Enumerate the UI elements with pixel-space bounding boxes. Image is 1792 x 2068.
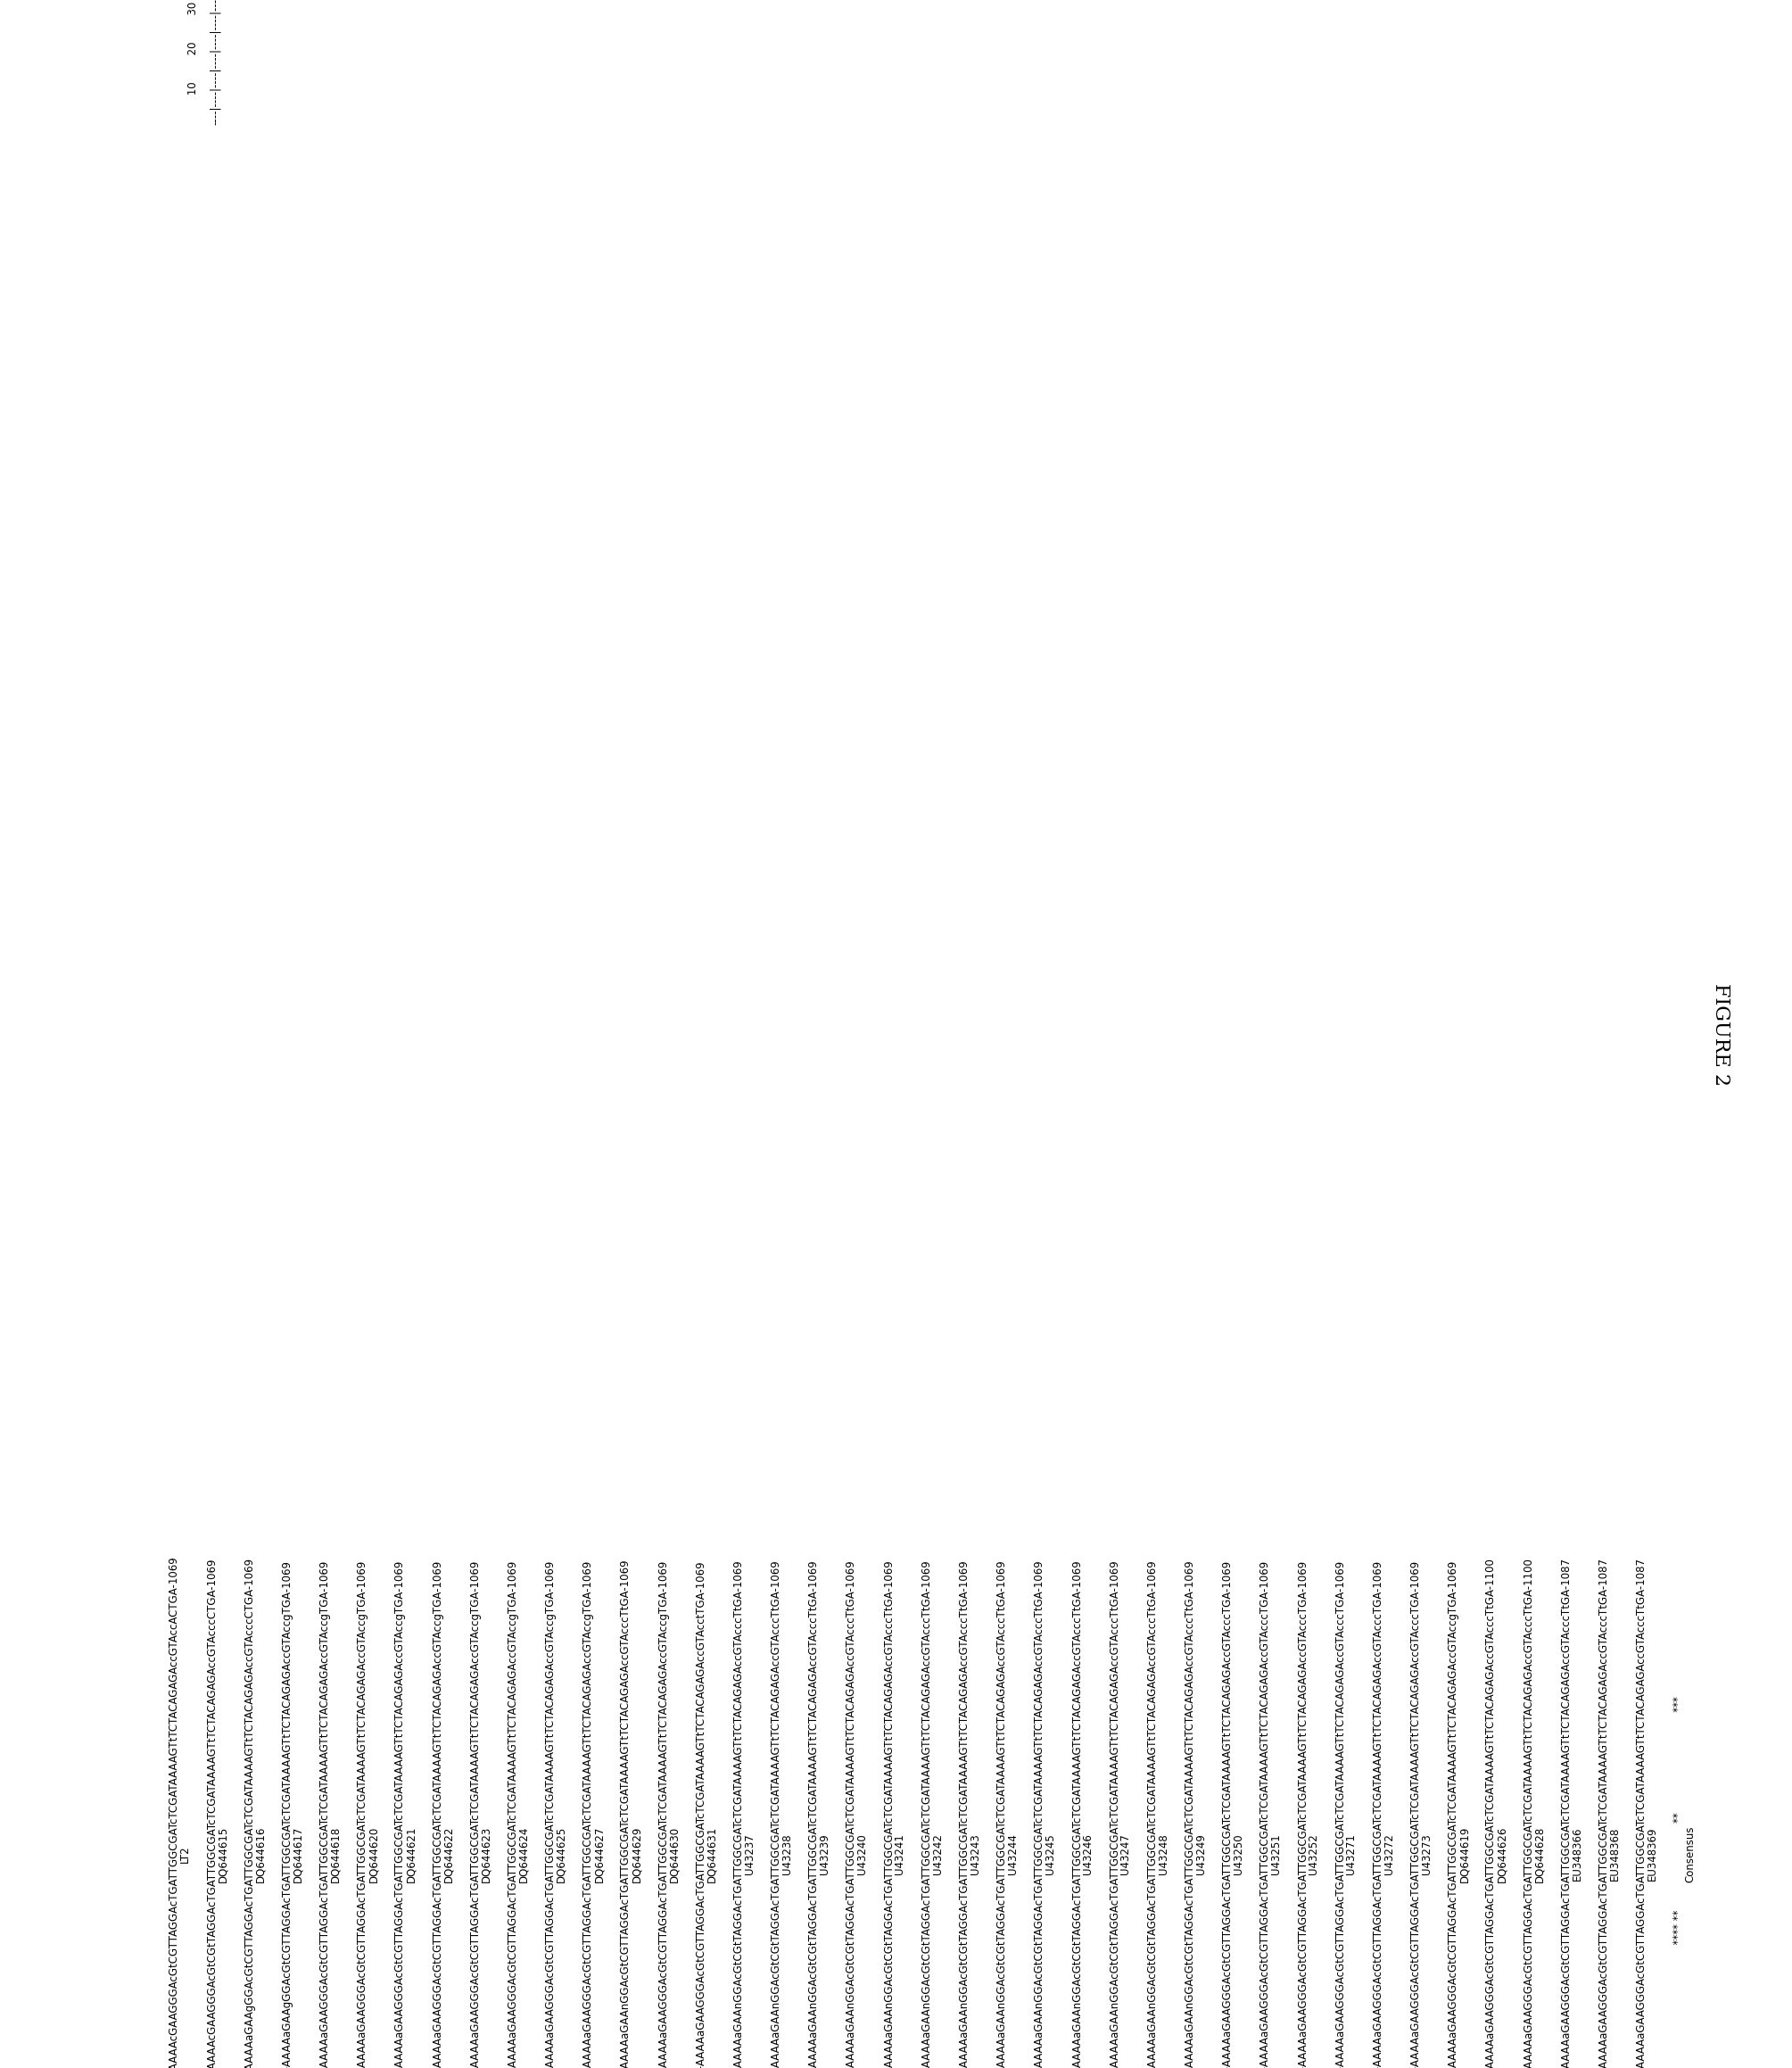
Text: DQ644628: DQ644628: [1534, 1826, 1545, 1882]
Text: 1001-AAAAaGAAnGGAcGtCGtTAGGAcTGATTGGCGATcTCGATAAAAGTtTCTACAGAGAccGTAcccTtGA-1069: 1001-AAAAaGAAnGGAcGtCGtTAGGAcTGATTGGCGAT…: [769, 1559, 781, 2068]
Text: 1001-AAAAaGAAgGGAcGtCGTTAGGAcTGATTGGCGATcTCGATAAAAGTtTCTACAGAGAccGTAccgTGA-1069: 1001-AAAAaGAAgGGAcGtCGTTAGGAcTGATTGGCGAT…: [281, 1559, 292, 2068]
Text: EU348368: EU348368: [1609, 1826, 1620, 1880]
Text: 1001-AAAAaGAAnGGAcGtCGtTAGGAcTGATTGGCGATcTCGATAAAAGTtTCTACAGAGAccGTAcccTtGA-1069: 1001-AAAAaGAAnGGAcGtCGtTAGGAcTGATTGGCGAT…: [957, 1559, 969, 2068]
Text: DQ644618: DQ644618: [330, 1826, 342, 1882]
Text: 1001-AAAAcGAAGGGAcGtCGtTAGGAcTGATTGGCGATcTCGATAAAAGTtTCTACAGAGAccGTAcccCTGA-1069: 1001-AAAAcGAAGGGAcGtCGtTAGGAcTGATTGGCGAT…: [206, 1557, 217, 2068]
Text: 1001-AAAAaGAAgGGAcGtCGTTAGGAcTGATTGGCGATcTCGATAAAAGTtTCTACAGAGAccGTAcccCTGA-1069: 1001-AAAAaGAAgGGAcGtCGTTAGGAcTGATTGGCGAT…: [244, 1557, 254, 2068]
Text: DQ644619: DQ644619: [1459, 1826, 1469, 1882]
Text: 1001-AAAAaGAAGGGAcGtCGTTAGGAcTGATTGGCGATcTCGATAAAAGTtTCTACAGAGAccGTAccgTGA-1069: 1001-AAAAaGAAGGGAcGtCGTTAGGAcTGATTGGCGAT…: [582, 1559, 593, 2068]
Text: U43241: U43241: [894, 1834, 905, 1874]
Text: ----|----|----|----|----|----|----|----|----|----|----|----|----|----|----: ----|----|----|----|----|----|----|----|…: [210, 0, 220, 124]
Text: 1001-AAAAaGAAGGGAcGtCGTTAGGAcTGATTGGCGATcTCGATAAAAGTtTCTACAGAGAccGTAccgTGA-1069: 1001-AAAAaGAAGGGAcGtCGTTAGGAcTGATTGGCGAT…: [357, 1559, 367, 2068]
Text: 1001-AAAAaGAAGGGAcGtCGTTAGGAcTGATTGGCGATcTCGATAAAAGTtTCTACAGAGAccGTAccgTGA-1069: 1001-AAAAaGAAGGGAcGtCGTTAGGAcTGATTGGCGAT…: [319, 1559, 330, 2068]
Text: 1001-AAAAaGAAnGGAcGtCGtTAGGAcTGATTGGCGATcTCGATAAAAGTtTCTACAGAGAccGTAcccTtGA-1069: 1001-AAAAaGAAnGGAcGtCGtTAGGAcTGATTGGCGAT…: [1107, 1559, 1120, 2068]
Text: 1001-AAAAaGAAnGGAcGtCGtTAGGAcTGATTGGCGATcTCGATAAAAGTtTCTACAGAGAccGTAcccTtGA-1069: 1001-AAAAaGAAnGGAcGtCGtTAGGAcTGATTGGCGAT…: [1145, 1559, 1158, 2068]
Text: U43248: U43248: [1158, 1834, 1168, 1874]
Text: DQ644624: DQ644624: [518, 1826, 529, 1882]
Text: U43250: U43250: [1233, 1834, 1244, 1874]
Text: 1001-AAAAaGAAGGGAcGtCGTTAGGAcTGATTGGCGATcTCGATAAAAGTtTCTACAGAGAccGTAccgTGA-1069: 1001-AAAAaGAAGGGAcGtCGTTAGGAcTGATTGGCGAT…: [658, 1559, 668, 2068]
Text: FIGURE 2: FIGURE 2: [1711, 982, 1731, 1086]
Text: 1001-AAAAaGAAGGGAcGtCGTTAGGAcTGATTGGCGATcTCGATAAAAGTtTCTACAGAGAccGTAcccTGA-1069: 1001-AAAAaGAAGGGAcGtCGTTAGGAcTGATTGGCGAT…: [1409, 1559, 1421, 2068]
Text: 1001-AAAAaGAAGGGAcGtCGTTAGGAcTGATTGGCGATcTCGATAAAAGTtTCTACAGAGAccGTAcccTGA-1069: 1001-AAAAaGAAGGGAcGtCGTTAGGAcTGATTGGCGAT…: [1258, 1559, 1271, 2068]
Text: U43247: U43247: [1120, 1834, 1131, 1874]
Text: DQ644620: DQ644620: [367, 1826, 380, 1882]
Text: 1001-AAAAaGAAnGGAcGtCGtTAGGAcTGATTGGCGATcTCGATAAAAGTtTCTACAGAGAccGTAcccTtGA-1069: 1001-AAAAaGAAnGGAcGtCGtTAGGAcTGATTGGCGAT…: [882, 1559, 894, 2068]
Text: U43246: U43246: [1082, 1834, 1093, 1874]
Text: U43243: U43243: [969, 1834, 980, 1874]
Text: DQ644616: DQ644616: [254, 1826, 267, 1882]
Text: 1001-AAAAaGAAnGGAcGtCGtTAGGAcTGATTGGCGATcTCGATAAAAGTtTCTACAGAGAccGTAcccTtGA-1069: 1001-AAAAaGAAnGGAcGtCGtTAGGAcTGATTGGCGAT…: [919, 1559, 932, 2068]
Text: DQ644617: DQ644617: [292, 1826, 305, 1882]
Text: 1001-AAAAaGAAGGGAcGtCGTTAGGAcTGATTGGCGATcTCGATAAAAGTtTCTACAGAGAccGTAcccTGA-1069: 1001-AAAAaGAAGGGAcGtCGTTAGGAcTGATTGGCGAT…: [1371, 1559, 1383, 2068]
Text: EU348369: EU348369: [1647, 1826, 1658, 1882]
Text: DQ644626: DQ644626: [1496, 1826, 1507, 1882]
Text: U43252: U43252: [1308, 1834, 1319, 1874]
Text: DQ644631: DQ644631: [706, 1826, 717, 1882]
Text: DQ644621: DQ644621: [405, 1826, 418, 1882]
Text: EU348366: EU348366: [1572, 1826, 1582, 1882]
Text: LT2: LT2: [179, 1845, 192, 1863]
Text: U43251: U43251: [1271, 1834, 1281, 1874]
Text: U43238: U43238: [781, 1834, 792, 1874]
Text: 1032-AAAAaGAAGGGAcGtCGTTAGGAcTGATTGGCGATcTCGATAAAAGTtTCTACAGAGAccGTAcccTtGA-1100: 1032-AAAAaGAAGGGAcGtCGTTAGGAcTGATTGGCGAT…: [1484, 1557, 1496, 2068]
Text: 1001-AAAAaGAAGGGAcGtCGTTAGGAcTGATTGGCGATcTCGATAAAAGTtTCTACAGAGAccGTAccgTGA-1069: 1001-AAAAaGAAGGGAcGtCGTTAGGAcTGATTGGCGAT…: [545, 1559, 556, 2068]
Text: 1001-AAAAaGAAGGGAcGtCGTTAGGAcTGATTGGCGATcTCGATAAAAGTtTCTACAGAGAccGTAccgTGA-1069: 1001-AAAAaGAAGGGAcGtCGTTAGGAcTGATTGGCGAT…: [394, 1559, 405, 2068]
Text: 1001-AAAAaGAAGGGAcGtCGTTAGGAcTGATTGGCGATcTCGATAAAAGTtTCTACAGAGAccGTAcccTGA-1069: 1001-AAAAaGAAGGGAcGtCGTTAGGAcTGATTGGCGAT…: [1220, 1559, 1233, 2068]
Text: 1001-AAAAaGAAnGGAcGtCGtTAGGAcTGATTGGCGATcTCGATAAAAGTtTCTACAGAGAccGTAcccTtGA-1069: 1001-AAAAaGAAnGGAcGtCGtTAGGAcTGATTGGCGAT…: [1032, 1559, 1045, 2068]
Text: 1001-AAAAaGAAGGGAcGtCGTTAGGAcTGATTGGCGATcTCGATAAAAGTtTCTACAGAGAccGTAccgTGA-1069: 1001-AAAAaGAAGGGAcGtCGTTAGGAcTGATTGGCGAT…: [1446, 1559, 1459, 2068]
Text: 1001-AAAAaGAAGGGAcGtCGTTAGGAcTGATTGGCGATcTCGATAAAAGTtTCTACAGAGAccGTAcccTGA-1069: 1001-AAAAaGAAGGGAcGtCGTTAGGAcTGATTGGCGAT…: [1296, 1559, 1308, 2068]
Text: U43272: U43272: [1383, 1834, 1394, 1874]
Text: U43237: U43237: [744, 1834, 754, 1874]
Text: 1019-AAAAaGAAGGGAcGtCGTTAGGAcTGATTGGCGATcTCGATAAAAGTtTCTACAGAGAccGTAcccTtGA-1087: 1019-AAAAaGAAGGGAcGtCGTTAGGAcTGATTGGCGAT…: [1597, 1557, 1609, 2068]
Text: 1001-AAAAaGAAGGGAcGtCGTTAGGAcTGATTGGCGATcTCGATAAAAGTtTCTACAGAGAccGTAccgTGA-1069: 1001-AAAAaGAAGGGAcGtCGTTAGGAcTGATTGGCGAT…: [507, 1559, 518, 2068]
Text: **** **                          **                              ***: **** ** ** ***: [1672, 1690, 1684, 1965]
Text: DQ644625: DQ644625: [556, 1826, 566, 1882]
Text: 1001-AAAAaGAAnGGAcGtCGTTAGGAcTGATTGGCGATcTCGATAAAAGTtTCTACAGAGAccGTAcccTtGA-1069: 1001-AAAAaGAAnGGAcGtCGTTAGGAcTGATTGGCGAT…: [620, 1557, 631, 2068]
Text: U43240: U43240: [857, 1834, 867, 1874]
Text: 1032-AAAAaGAAGGGAcGtCGTTAGGAcTGATTGGCGATcTCGATAAAAGTtTCTACAGAGAccGTAcccTtGA-1100: 1032-AAAAaGAAGGGAcGtCGTTAGGAcTGATTGGCGAT…: [1521, 1557, 1534, 2068]
Text: U43239: U43239: [819, 1834, 830, 1874]
Text: 1001-AAAAaGAAnGGAcGtCGtTAGGAcTGATTGGCGATcTCGATAAAAGTtTCTACAGAGAccGTAcccTtGA-1069: 1001-AAAAaGAAnGGAcGtCGtTAGGAcTGATTGGCGAT…: [806, 1559, 819, 2068]
Text: 1001-AAAAaGAAnGGAcGtCGtTAGGAcTGATTGGCGATcTCGATAAAAGTtTCTACAGAGAccGTAcccTtGA-1069: 1001-AAAAaGAAnGGAcGtCGtTAGGAcTGATTGGCGAT…: [995, 1559, 1007, 2068]
Text: 1001-AAAAaGAAGGGAcGtCGTTAGGAcTGATTGGCGATcTCGATAAAAGTtTCTACAGAGAccGTAccgTGA-1069: 1001-AAAAaGAAGGGAcGtCGTTAGGAcTGATTGGCGAT…: [470, 1559, 480, 2068]
Text: U43245: U43245: [1045, 1834, 1055, 1874]
Text: 1001-AAAAcGAAGGGAcGtCGTTAGGAcTGATTGGCGATcTCGATAAAAGTtTCTACAGAGAccGTAccACTGA-1069: 1001-AAAAcGAAGGGAcGtCGTTAGGAcTGATTGGCGAT…: [168, 1555, 179, 2068]
Text: 1001-AAAAaGAAGGGAcGtCGTTAGGAcTGATTGGCGATcTCGATAAAAGTtTCTACAGAGAccGTAcctTGA-1069: 1001-AAAAaGAAGGGAcGtCGTTAGGAcTGATTGGCGAT…: [694, 1559, 706, 2068]
Text: U43271: U43271: [1346, 1834, 1357, 1874]
Text: Consensus: Consensus: [1684, 1826, 1695, 1882]
Text: U43244: U43244: [1007, 1834, 1018, 1874]
Text: 1001-AAAAaGAAGGGAcGtCGTTAGGAcTGATTGGCGATcTCGATAAAAGTtTCTACAGAGAccGTAccgTGA-1069: 1001-AAAAaGAAGGGAcGtCGTTAGGAcTGATTGGCGAT…: [432, 1559, 443, 2068]
Text: U43242: U43242: [932, 1834, 943, 1874]
Text: DQ644622: DQ644622: [443, 1826, 453, 1882]
Text: 1001-AAAAaGAAGGGAcGtCGTTAGGAcTGATTGGCGATcTCGATAAAAGTtTCTACAGAGAccGTAcccTGA-1069: 1001-AAAAaGAAGGGAcGtCGTTAGGAcTGATTGGCGAT…: [1333, 1559, 1346, 2068]
Text: 1001-AAAAaGAAnGGAcGtCGtTAGGAcTGATTGGCGATcTCGATAAAAGTtTCTACAGAGAccGTAcccTtGA-1069: 1001-AAAAaGAAnGGAcGtCGtTAGGAcTGATTGGCGAT…: [1070, 1559, 1082, 2068]
Text: 1001-AAAAaGAAnGGAcGtCGtTAGGAcTGATTGGCGATcTCGATAAAAGTtTCTACAGAGAccGTAcccTtGA-1069: 1001-AAAAaGAAnGGAcGtCGtTAGGAcTGATTGGCGAT…: [844, 1559, 857, 2068]
Text: DQ644615: DQ644615: [217, 1826, 229, 1882]
Text: 1001-AAAAaGAAnGGAcGtCGtTAGGAcTGATTGGCGATcTCGATAAAAGTtTCTACAGAGAccGTAcccTtGA-1069: 1001-AAAAaGAAnGGAcGtCGtTAGGAcTGATTGGCGAT…: [731, 1559, 744, 2068]
Text: 1019-AAAAaGAAGGGAcGtCGTTAGGAcTGATTGGCGATcTCGATAAAAGTtTCTACAGAGAccGTAcccTtGA-1087: 1019-AAAAaGAAGGGAcGtCGTTAGGAcTGATTGGCGAT…: [1559, 1557, 1572, 2068]
Text: DQ644627: DQ644627: [593, 1826, 604, 1882]
Text: 1019-AAAAaGAAGGGAcGtCGTTAGGAcTGATTGGCGATcTCGATAAAAGTtTCTACAGAGAccGTAcccTtGA-1087: 1019-AAAAaGAAGGGAcGtCGTTAGGAcTGATTGGCGAT…: [1634, 1557, 1647, 2068]
Text: DQ644630: DQ644630: [668, 1826, 679, 1882]
Text: DQ644623: DQ644623: [480, 1826, 491, 1882]
Text: U43249: U43249: [1195, 1834, 1206, 1874]
Text: 1001-AAAAaGAAnGGAcGtCGtTAGGAcTGATTGGCGATcTCGATAAAAGTtTCTACAGAGAccGTAcccTtGA-1069: 1001-AAAAaGAAnGGAcGtCGtTAGGAcTGATTGGCGAT…: [1183, 1559, 1195, 2068]
Text: DQ644629: DQ644629: [631, 1826, 642, 1882]
Text: U43273: U43273: [1421, 1834, 1432, 1874]
Text: 10        20        30        40        50        60        70: 10 20 30 40 50 60 70: [188, 0, 199, 124]
